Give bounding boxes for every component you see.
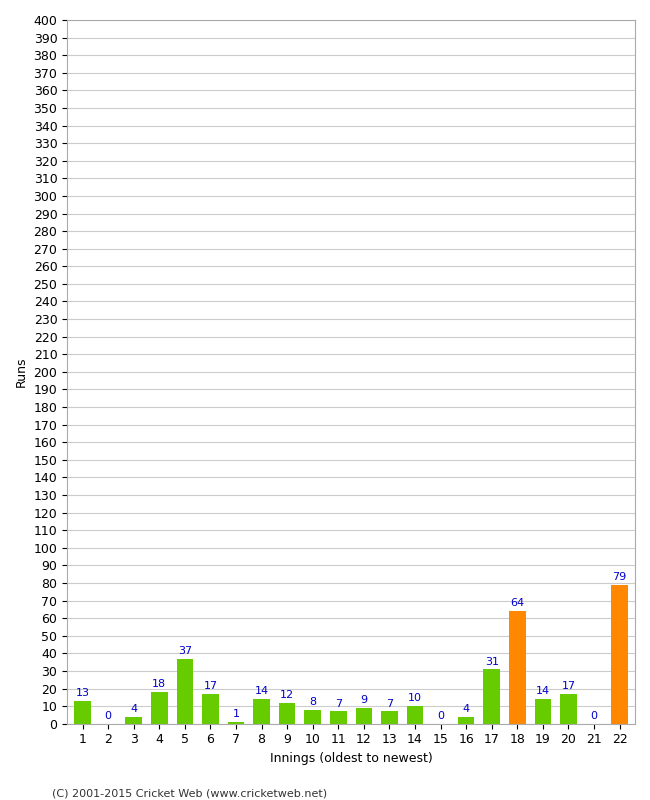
Text: 79: 79 [612, 572, 627, 582]
Bar [330, 711, 346, 724]
Text: 17: 17 [562, 681, 575, 691]
Text: (C) 2001-2015 Cricket Web (www.cricketweb.net): (C) 2001-2015 Cricket Web (www.cricketwe… [52, 788, 327, 798]
Text: 4: 4 [130, 704, 137, 714]
Bar [177, 658, 193, 724]
Bar [458, 717, 474, 724]
Bar [509, 611, 526, 724]
Text: 0: 0 [437, 711, 444, 721]
Bar [279, 702, 296, 724]
Text: 12: 12 [280, 690, 294, 700]
Text: 14: 14 [255, 686, 268, 697]
X-axis label: Innings (oldest to newest): Innings (oldest to newest) [270, 752, 432, 765]
Bar [254, 699, 270, 724]
Bar [381, 711, 398, 724]
Text: 1: 1 [233, 710, 239, 719]
Bar [151, 692, 168, 724]
Text: 13: 13 [75, 688, 90, 698]
Text: 0: 0 [591, 711, 597, 721]
Bar [125, 717, 142, 724]
Text: 4: 4 [463, 704, 470, 714]
Text: 9: 9 [360, 695, 367, 706]
Text: 31: 31 [485, 657, 499, 666]
Bar [407, 706, 423, 724]
Text: 7: 7 [386, 698, 393, 709]
Text: 10: 10 [408, 694, 422, 703]
Bar [484, 669, 500, 724]
Text: 37: 37 [177, 646, 192, 656]
Bar [560, 694, 577, 724]
Bar [74, 701, 91, 724]
Text: 64: 64 [510, 598, 525, 609]
Text: 7: 7 [335, 698, 342, 709]
Text: 14: 14 [536, 686, 550, 697]
Bar [356, 708, 372, 724]
Text: 18: 18 [152, 679, 166, 690]
Text: 0: 0 [105, 711, 112, 721]
Bar [534, 699, 551, 724]
Text: 17: 17 [203, 681, 218, 691]
Bar [202, 694, 218, 724]
Bar [304, 710, 321, 724]
Text: 8: 8 [309, 697, 317, 707]
Bar [612, 585, 628, 724]
Y-axis label: Runs: Runs [15, 357, 28, 387]
Bar [227, 722, 244, 724]
